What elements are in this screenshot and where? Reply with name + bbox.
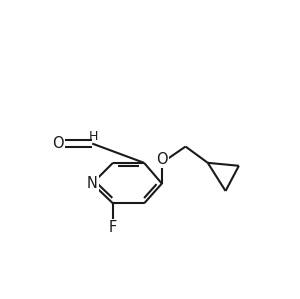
- Text: H: H: [89, 130, 98, 143]
- Text: F: F: [109, 220, 117, 236]
- Text: N: N: [87, 176, 98, 191]
- Text: O: O: [52, 136, 64, 151]
- Text: O: O: [156, 152, 168, 167]
